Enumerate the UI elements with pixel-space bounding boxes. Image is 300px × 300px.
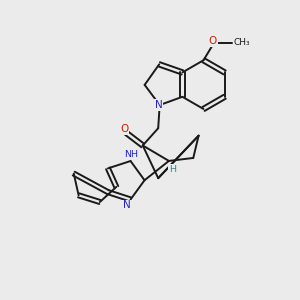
Text: N: N bbox=[123, 200, 131, 210]
Text: O: O bbox=[208, 36, 217, 46]
Text: CH₃: CH₃ bbox=[233, 38, 250, 47]
Text: H: H bbox=[169, 165, 176, 174]
Text: O: O bbox=[120, 124, 128, 134]
Text: N: N bbox=[155, 100, 163, 110]
Text: NH: NH bbox=[124, 150, 138, 159]
